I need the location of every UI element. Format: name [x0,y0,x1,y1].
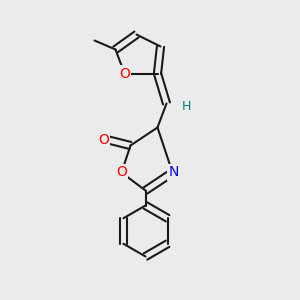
Text: O: O [98,133,109,146]
Text: H: H [181,100,191,113]
Text: N: N [169,166,179,179]
Text: O: O [116,166,127,179]
Text: O: O [119,67,130,80]
